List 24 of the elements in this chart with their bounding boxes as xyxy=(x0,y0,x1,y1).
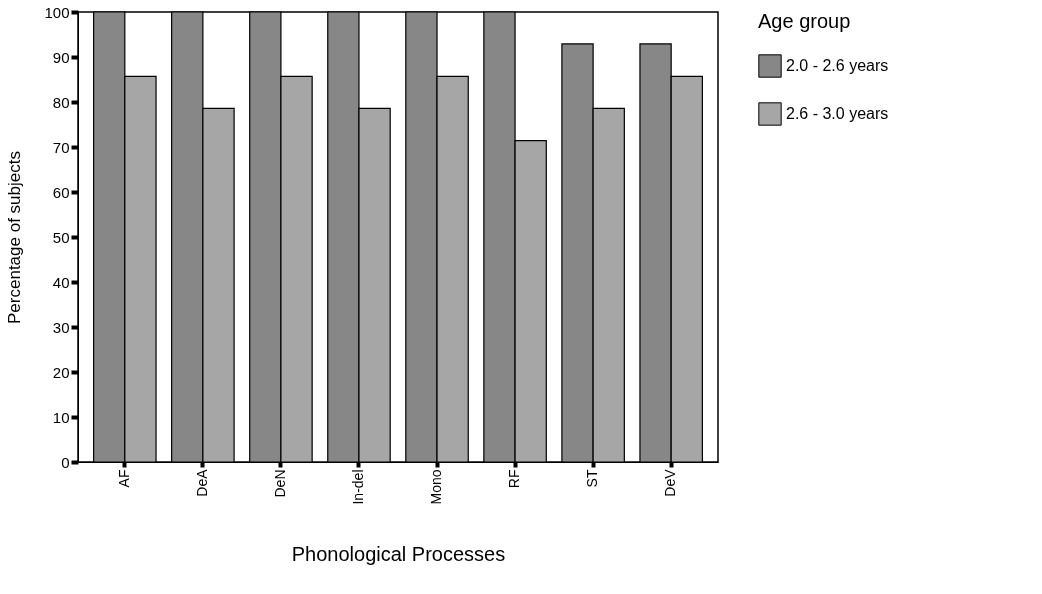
y-tick-label: 0 xyxy=(61,453,70,471)
legend-label: 2.0 - 2.6 years xyxy=(786,57,889,74)
x-tick-label: DeV xyxy=(662,468,679,497)
x-tick-label: Mono xyxy=(428,469,445,505)
y-tick-label: 70 xyxy=(52,138,70,156)
x-tick-label: In-del xyxy=(349,469,366,505)
y-tick-label: 30 xyxy=(52,318,70,336)
y-tick-label: 20 xyxy=(52,363,70,381)
x-tick-label: DeA xyxy=(193,468,210,497)
x-tick-label: ST xyxy=(584,469,601,488)
x-tick-label: DeN xyxy=(271,469,288,498)
legend-title: Age group xyxy=(758,10,851,32)
y-tick-label: 10 xyxy=(52,408,70,426)
y-axis-title: Percentage of subjects xyxy=(5,151,25,324)
x-tick-label: AF xyxy=(115,469,132,488)
y-tick-label: 90 xyxy=(52,48,70,66)
y-tick-label: 60 xyxy=(52,183,70,201)
legend-label: 2.6 - 3.0 years xyxy=(786,105,889,122)
y-tick-label: 40 xyxy=(52,273,70,291)
y-tick-label: 100 xyxy=(44,3,70,21)
x-tick-label: RF xyxy=(506,469,523,489)
y-tick-label: 80 xyxy=(52,93,70,111)
x-axis-title: Phonological Processes xyxy=(291,542,506,565)
y-tick-label: 50 xyxy=(52,228,70,246)
